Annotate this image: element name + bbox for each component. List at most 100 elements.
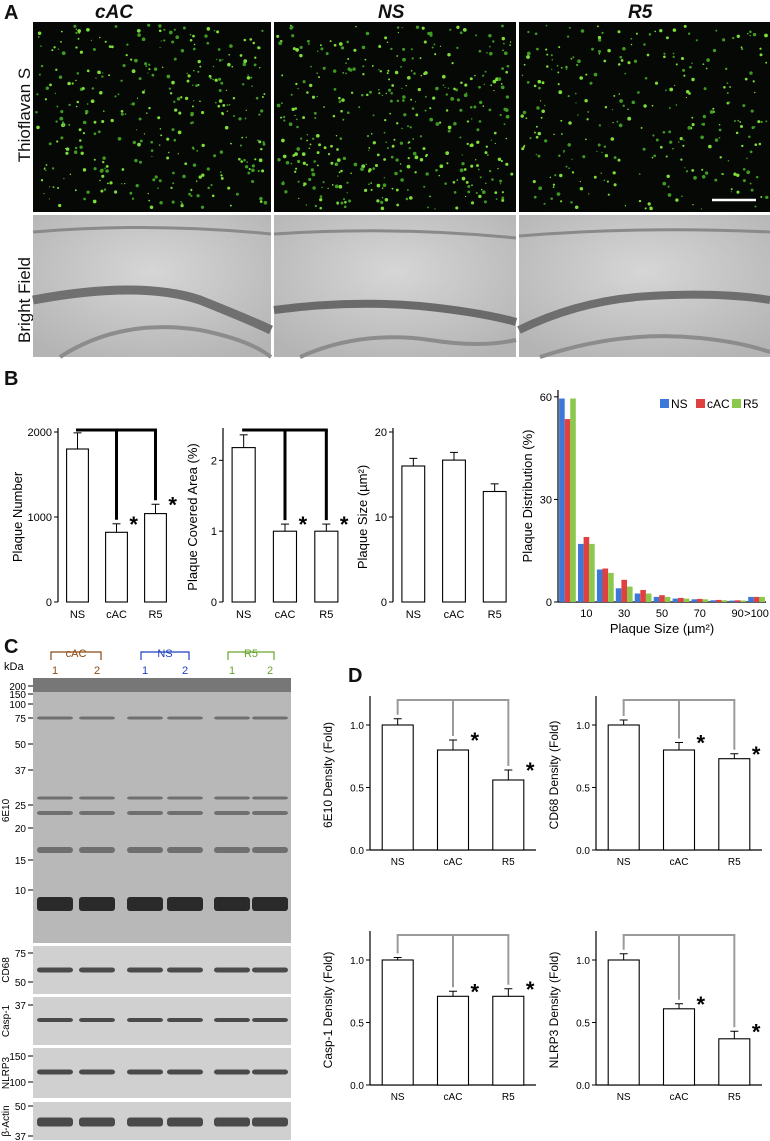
- column-title-ns: NS: [378, 2, 405, 23]
- bar: [492, 995, 525, 1086]
- y-tick-label: 1.0: [350, 721, 364, 732]
- marker-label: 150: [9, 690, 26, 701]
- x-tick-label: NS: [617, 1092, 631, 1103]
- y-tick-label: 10: [375, 512, 387, 524]
- blot-band: [37, 897, 73, 911]
- marker-label: 15: [15, 856, 27, 867]
- y-tick-label: 0: [211, 597, 217, 609]
- bar: [702, 599, 709, 602]
- y-tick-label: 30: [540, 494, 552, 506]
- lane-number: 2: [94, 665, 100, 677]
- x-tick-label: NS: [617, 857, 631, 868]
- bar: [436, 995, 470, 1086]
- bar: [607, 959, 640, 1086]
- blot-band: [167, 796, 203, 800]
- bar: [482, 490, 507, 603]
- bar: [314, 530, 339, 603]
- blot-band: [79, 1018, 115, 1022]
- significance-star: *: [168, 492, 177, 517]
- y-tick-label: 0: [381, 597, 387, 609]
- lane-group-bracket: [140, 651, 190, 660]
- y-tick-label: 1000: [28, 512, 52, 524]
- blot-band: [252, 1069, 288, 1075]
- bar: [653, 596, 660, 602]
- bar: [759, 596, 765, 602]
- blot-band: [127, 811, 163, 815]
- bar: [640, 590, 646, 602]
- marker-label: 10: [15, 886, 27, 897]
- x-tick-label: cAC: [670, 857, 689, 868]
- column-title-cac: cAC: [95, 2, 134, 23]
- y-axis-label: CD68 Density (Fold): [547, 721, 561, 830]
- x-tick-label: cAC: [670, 1092, 689, 1103]
- y-tick-label: 60: [540, 392, 552, 404]
- significance-star: *: [696, 731, 705, 756]
- y-axis-label: NLRP3 Density (Fold): [547, 952, 561, 1069]
- x-tick-label: cAC: [444, 857, 463, 868]
- blot-band: [127, 796, 163, 800]
- x-tick-label: cAC: [444, 609, 465, 621]
- y-tick-label: 0.5: [350, 784, 364, 795]
- y-tick-label: 0.0: [576, 1081, 590, 1092]
- nlrp3-density-chart: 0.0 0.5 1.0 NS cAC * R5 * NLRP3 Density (Fold): [547, 931, 762, 1103]
- blot-band: [252, 897, 288, 911]
- bar: [436, 749, 470, 851]
- y-axis-label: Plaque Covered Area (%): [185, 443, 200, 590]
- significance-star: *: [752, 742, 761, 767]
- panel-b-label: B: [4, 368, 19, 390]
- lane-group-label: cAC: [66, 648, 87, 660]
- blot-band: [79, 897, 115, 911]
- bar: [570, 398, 576, 602]
- fluorescence-image-ns: [274, 22, 516, 212]
- y-tick-label: 0: [546, 597, 552, 609]
- blot-band: [167, 716, 203, 720]
- marker-label: 37: [15, 766, 27, 777]
- bar: [678, 597, 684, 602]
- bar: [697, 598, 703, 602]
- blot-label: 6E10: [1, 798, 12, 822]
- casp1-density-chart: 0.0 0.5 1.0 NS cAC * R5 * Casp-1 Density (Fold): [321, 931, 536, 1103]
- bar: [659, 595, 665, 602]
- y-tick-label: 0: [46, 597, 52, 609]
- marker-label: 50: [15, 978, 27, 989]
- bar: [559, 398, 565, 602]
- marker-label: 75: [15, 949, 27, 960]
- y-axis-label: Plaque Distribution (%): [520, 430, 535, 563]
- blot-band: [167, 1018, 203, 1022]
- x-tick-label: 90: [732, 608, 744, 620]
- blot-band: [37, 1069, 73, 1075]
- x-tick-label: 70: [694, 608, 706, 620]
- blot-label: CD68: [1, 957, 12, 983]
- bar: [753, 596, 760, 602]
- y-tick-label: 20: [375, 427, 387, 439]
- bar: [748, 596, 754, 602]
- marker-label: 100: [9, 1078, 26, 1089]
- x-tick-label: R5: [488, 609, 502, 621]
- x-tick-label: cAC: [106, 609, 127, 621]
- blot-band: [127, 1018, 163, 1022]
- y-tick-label: 0.0: [350, 1081, 364, 1092]
- lane-group-bracket: [50, 651, 102, 660]
- x-tick-label: R5: [502, 857, 515, 868]
- bar: [272, 530, 298, 603]
- micrograph-grid: [32, 22, 770, 359]
- bar: [442, 459, 466, 603]
- x-tick-label: R5: [728, 1092, 741, 1103]
- blot-band: [252, 716, 288, 720]
- bar: [602, 568, 609, 602]
- marker-label: 75: [15, 714, 27, 725]
- blot-label: Casp-1: [1, 1004, 12, 1037]
- y-tick-label: 2: [211, 455, 217, 467]
- cd68-density-chart: 0.0 0.5 1.0 NS cAC * R5 * CD68 Density (Fold): [547, 696, 762, 868]
- marker-label: 50: [15, 1102, 27, 1113]
- significance-star: *: [340, 512, 349, 537]
- blot-band: [37, 1018, 73, 1022]
- blot-band: [127, 967, 163, 973]
- blot-band: [33, 678, 291, 692]
- significance-star: *: [752, 1019, 761, 1044]
- bar: [662, 1008, 696, 1086]
- blot-band: [252, 796, 288, 800]
- blot-band: [214, 1117, 250, 1127]
- y-axis-label: Plaque Size (µm²): [355, 465, 370, 569]
